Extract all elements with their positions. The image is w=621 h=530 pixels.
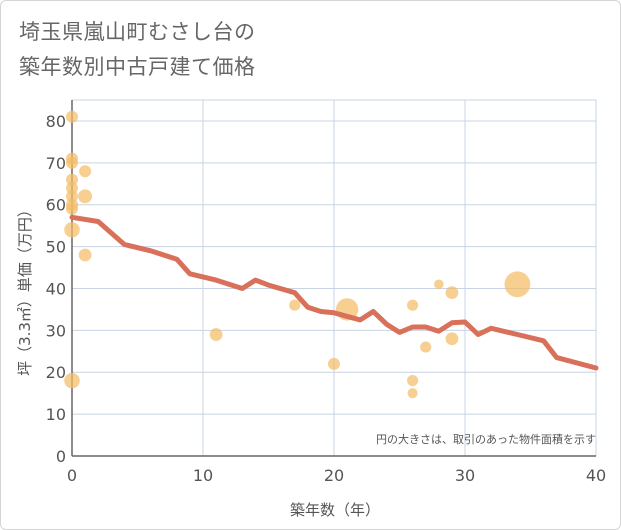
y-tick-label: 60 [46,196,66,215]
x-tick-label: 10 [193,466,213,485]
data-bubble [78,189,93,204]
data-bubble [66,190,78,203]
x-tick-label: 0 [67,466,77,485]
data-bubble [420,341,432,353]
data-bubble [64,372,80,389]
data-bubble [434,279,444,290]
data-bubble [66,110,78,123]
data-bubble [66,156,78,169]
data-bubble [64,222,80,238]
y-tick-label: 0 [56,447,66,466]
data-bubble [504,271,531,298]
x-tick-label: 40 [586,466,606,485]
y-tick-label: 70 [46,154,66,173]
bubbles [64,110,531,399]
y-tick-label: 40 [46,279,66,298]
axes: 0 10 20 30 40 50 60 70 80 0 10 20 30 40 [46,100,606,485]
x-axis-label: 築年数（年） [290,501,380,519]
data-bubble [78,248,92,262]
data-bubble [407,375,419,387]
y-tick-label: 20 [46,363,66,382]
data-bubble [407,388,418,399]
trend-line-group [69,214,599,371]
data-bubble [289,299,301,311]
y-tick-label: 30 [46,321,66,340]
data-bubble [445,332,459,346]
data-bubble [407,299,419,311]
chart-title-line-2: 築年数別中古戸建て価格 [19,55,256,79]
y-axis-label: 坪（3.3㎡）単価（万円） [16,202,34,376]
bubble-size-note: 円の大きさは、取引のあった物件面積を示す [376,432,596,446]
data-bubble [328,357,340,370]
data-bubble [79,165,92,178]
x-tick-label: 20 [324,466,344,485]
y-tick-label: 10 [46,405,66,424]
data-bubble [209,328,223,341]
y-tick-label: 50 [46,238,66,257]
x-tick-label: 30 [455,466,475,485]
chart-title: 埼玉県嵐山町むさし台の 築年数別中古戸建て価格 [19,15,459,85]
trend-line [69,214,599,371]
grid [71,99,597,457]
data-bubble [66,173,78,186]
data-bubble [66,202,78,215]
data-bubble [66,181,78,194]
y-tick-label: 80 [46,112,66,131]
chart-title-line-1: 埼玉県嵐山町むさし台の [19,20,256,44]
data-bubble [445,286,459,300]
